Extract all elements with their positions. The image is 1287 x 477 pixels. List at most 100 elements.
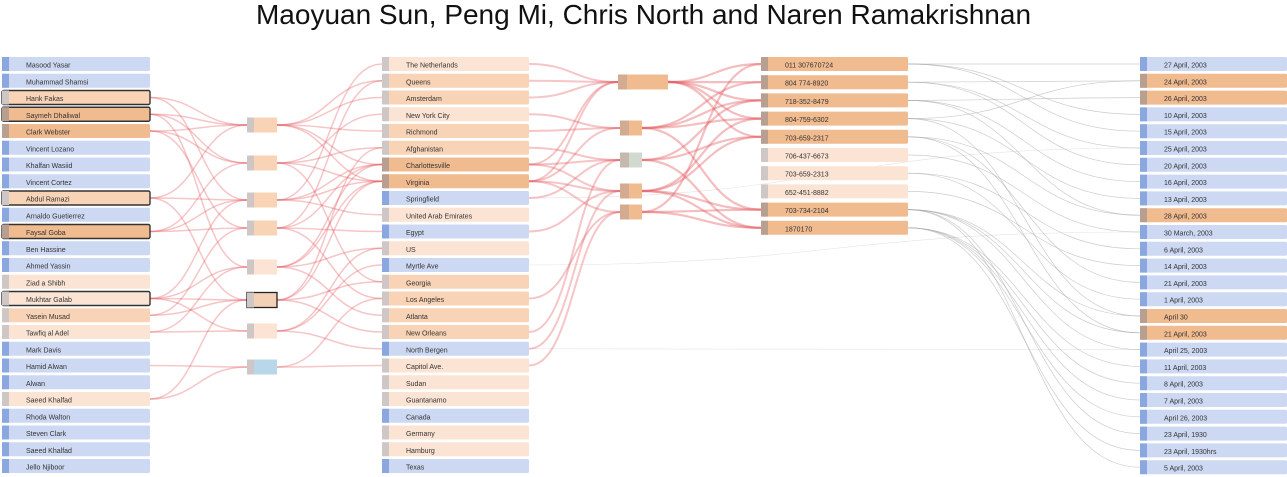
people-item[interactable]: Hank Fakas xyxy=(1,89,151,106)
people-item[interactable]: Saeed Khalfad xyxy=(2,392,150,406)
link-0 xyxy=(149,96,248,126)
places-item[interactable]: US xyxy=(382,241,529,256)
people-item-bar xyxy=(2,325,9,339)
people-item[interactable]: Muhammad Shamsi xyxy=(2,73,150,88)
people-item[interactable]: Ziad a Shibh xyxy=(2,274,150,289)
phones-item[interactable]: 011 307670724 xyxy=(761,57,908,71)
bicluster-node[interactable] xyxy=(247,259,277,275)
places-item[interactable]: Virginia xyxy=(382,174,529,189)
dates-item[interactable]: 10 April, 2003 xyxy=(1140,107,1287,122)
people-item[interactable]: Faysal Goba xyxy=(1,223,151,240)
dates-item[interactable]: 26 April, 2003 xyxy=(1140,90,1287,105)
places-item[interactable]: Amsterdam xyxy=(382,90,529,105)
dates-item[interactable]: 6 April, 2003 xyxy=(1140,241,1287,256)
dates-item-bar xyxy=(1140,275,1147,290)
places-item[interactable]: New York City xyxy=(382,107,529,122)
people-item[interactable]: Clark Webster xyxy=(2,124,150,138)
people-item[interactable]: Masood Yasar xyxy=(2,57,150,71)
dates-item[interactable]: 11 April, 2003 xyxy=(1140,359,1287,374)
people-item[interactable]: Arnaldo Guetierrez xyxy=(2,207,150,222)
people-item[interactable]: Mukhtar Galab xyxy=(1,290,151,307)
people-item[interactable]: Mark Davis xyxy=(2,341,150,356)
places-item[interactable]: Capitol Ave. xyxy=(382,358,529,373)
bicluster-node[interactable] xyxy=(247,117,277,133)
dates-item[interactable]: 24 April, 2003 xyxy=(1140,73,1287,88)
phones-item[interactable]: 804 774-8920 xyxy=(761,75,908,90)
dates-item[interactable]: 23 April, 1930 xyxy=(1140,426,1287,441)
people-item[interactable]: Khalfan Wasiid xyxy=(2,157,150,172)
dates-item[interactable]: 28 April, 2003 xyxy=(1140,208,1287,223)
places-item[interactable]: North Bergen xyxy=(382,341,529,356)
dates-item[interactable]: 8 April, 2003 xyxy=(1140,376,1287,391)
dates-item[interactable]: April 26, 2003 xyxy=(1140,409,1287,424)
dates-item[interactable]: 20 April, 2003 xyxy=(1140,157,1287,172)
people-item[interactable]: Hamid Alwan xyxy=(2,358,150,373)
places-item[interactable]: Hamburg xyxy=(382,442,529,457)
places-item[interactable]: Sudan xyxy=(382,375,529,390)
phones-item[interactable]: 1870170 xyxy=(761,220,908,235)
people-item[interactable]: Alwan xyxy=(2,375,150,390)
places-item[interactable]: New Orleans xyxy=(382,325,529,339)
people-item[interactable]: Ahmed Yassin xyxy=(2,258,150,272)
phones-item[interactable]: 718-352-8479 xyxy=(761,93,908,108)
dates-item[interactable]: 15 April, 2003 xyxy=(1140,124,1287,139)
dates-item[interactable]: April 30 xyxy=(1140,309,1287,323)
places-item[interactable]: United Arab Emirates xyxy=(382,207,529,222)
dates-item[interactable]: 21 April, 2003 xyxy=(1140,275,1287,290)
people-item[interactable]: Rhoda Walton xyxy=(2,408,150,423)
dates-item[interactable]: 5 April, 2003 xyxy=(1140,460,1287,475)
dates-item[interactable]: 30 March, 2003 xyxy=(1140,225,1287,239)
people-item[interactable]: Ben Hassine xyxy=(2,241,150,256)
phones-item[interactable]: 804-759-6302 xyxy=(761,111,908,126)
link-46 xyxy=(149,297,248,332)
dates-item-bg xyxy=(1140,225,1287,239)
phones-item[interactable]: 703-659-2317 xyxy=(761,129,908,144)
dates-item[interactable]: 27 April, 2003 xyxy=(1140,57,1287,71)
dates-item[interactable]: 21 April, 2003 xyxy=(1140,325,1287,340)
bicluster-node[interactable] xyxy=(247,220,277,236)
people-item[interactable]: Abdul Ramazi xyxy=(1,190,151,206)
places-item[interactable]: Atlanta xyxy=(382,308,529,323)
people-item[interactable]: Jello Njiboor xyxy=(2,459,150,473)
places-item[interactable]: Queens xyxy=(382,73,529,88)
dates-item[interactable]: 25 April, 2003 xyxy=(1140,141,1287,155)
places-item[interactable]: Egypt xyxy=(382,224,529,239)
people-item[interactable]: Saymeh Dhaliwal xyxy=(1,106,151,122)
people-item[interactable]: Steven Clark xyxy=(2,425,150,440)
places-item[interactable]: Richmond xyxy=(382,124,529,138)
phones-item[interactable]: 706-437-6673 xyxy=(761,148,908,162)
bicluster-node[interactable] xyxy=(247,192,277,208)
dates-item[interactable]: 1 April, 2003 xyxy=(1140,292,1287,307)
people-item[interactable]: Tawfiq al Adel xyxy=(2,325,150,339)
places-item[interactable]: Charlottesville xyxy=(382,157,529,172)
phones-item[interactable]: 703-659-2313 xyxy=(761,166,908,181)
dates-item[interactable]: 23 April, 1930hrs xyxy=(1140,443,1287,458)
places-item[interactable]: Los Angeles xyxy=(382,291,529,306)
people-item[interactable]: Vincent Cortez xyxy=(2,174,150,189)
bicluster-node[interactable] xyxy=(247,323,277,339)
link-53 xyxy=(276,297,383,368)
people-item-label: Jello Njiboor xyxy=(26,465,65,472)
people-item[interactable]: Yasein Musad xyxy=(2,308,150,323)
phones-item[interactable]: 652-451-8882 xyxy=(761,184,908,199)
dates-item[interactable]: April 25, 2003 xyxy=(1140,342,1287,357)
dates-item[interactable]: 16 April, 2003 xyxy=(1140,174,1287,189)
dates-item[interactable]: 13 April, 2003 xyxy=(1140,191,1287,206)
places-item[interactable]: The Netherlands xyxy=(382,57,529,71)
dates-item[interactable]: 14 April, 2003 xyxy=(1140,258,1287,273)
people-item[interactable]: Vincent Lozano xyxy=(2,140,150,155)
places-item[interactable]: Georgia xyxy=(382,274,529,289)
bicluster-node[interactable] xyxy=(247,155,277,171)
people-item[interactable]: Saeed Khalfad xyxy=(2,442,150,457)
places-item[interactable]: Guantanamo xyxy=(382,392,529,406)
places-item[interactable]: Canada xyxy=(382,408,529,423)
places-item[interactable]: Afghanistan xyxy=(382,140,529,155)
bicluster-node[interactable] xyxy=(618,74,668,90)
dates-item[interactable]: 7 April, 2003 xyxy=(1140,393,1287,407)
places-item[interactable]: Springfield xyxy=(382,191,529,205)
places-item[interactable]: Germany xyxy=(382,425,529,440)
phones-item[interactable]: 703-734-2104 xyxy=(761,202,908,217)
places-item[interactable]: Texas xyxy=(382,459,529,473)
places-item[interactable]: Myrtle Ave xyxy=(382,258,529,272)
bicluster-node[interactable] xyxy=(247,359,277,375)
